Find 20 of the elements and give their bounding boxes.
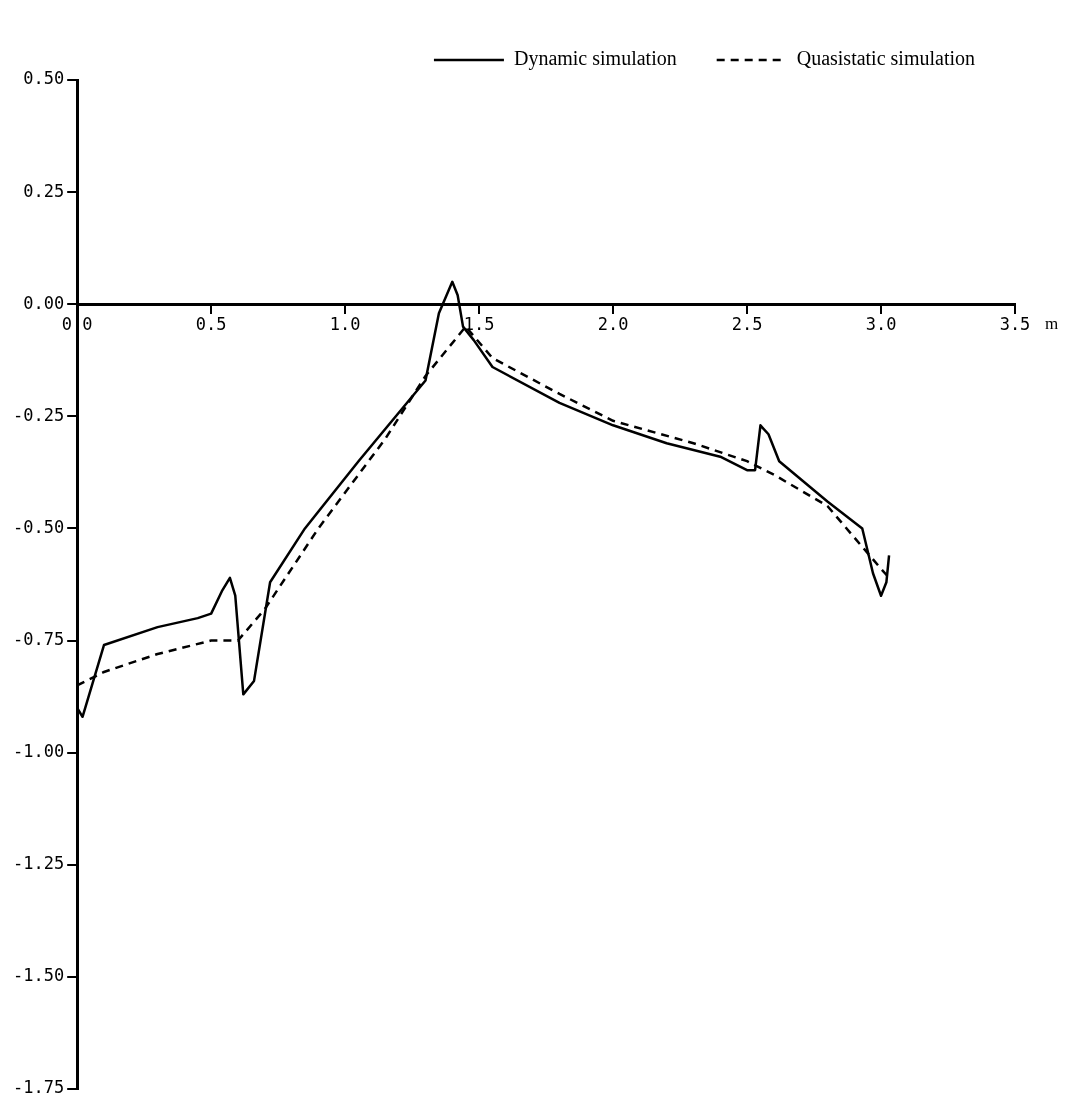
- y-tick-label: -1.25: [12, 853, 65, 874]
- x-tick-label: 3.5: [999, 313, 1031, 334]
- y-tick-label: -1.00: [12, 741, 65, 762]
- x-tick-label: 0.5: [195, 313, 227, 334]
- x-axis-title: m: [1045, 313, 1059, 333]
- y-tick-label: -0.25: [12, 404, 65, 425]
- y-tick-label: -1.50: [12, 965, 65, 986]
- x-tick-label: 3.0: [865, 313, 897, 334]
- y-tick-label: 0.00: [23, 292, 65, 313]
- legend-label: Dynamic simulation: [513, 47, 677, 71]
- y-tick-label: 0.50: [23, 68, 65, 89]
- x-tick-label: 1.5: [463, 313, 495, 334]
- x-tick-label: 1.0: [329, 313, 361, 334]
- y-tick-label: -1.75: [12, 1077, 65, 1098]
- y-tick-label: 0.25: [23, 180, 65, 201]
- y-tick-label: -0.75: [12, 628, 65, 649]
- legend-label: Quasistatic simulation: [796, 47, 975, 70]
- x-tick-label: 2.0: [597, 313, 629, 334]
- x-tick-label: 2.5: [731, 313, 763, 334]
- y-tick-label: -0.50: [12, 516, 65, 537]
